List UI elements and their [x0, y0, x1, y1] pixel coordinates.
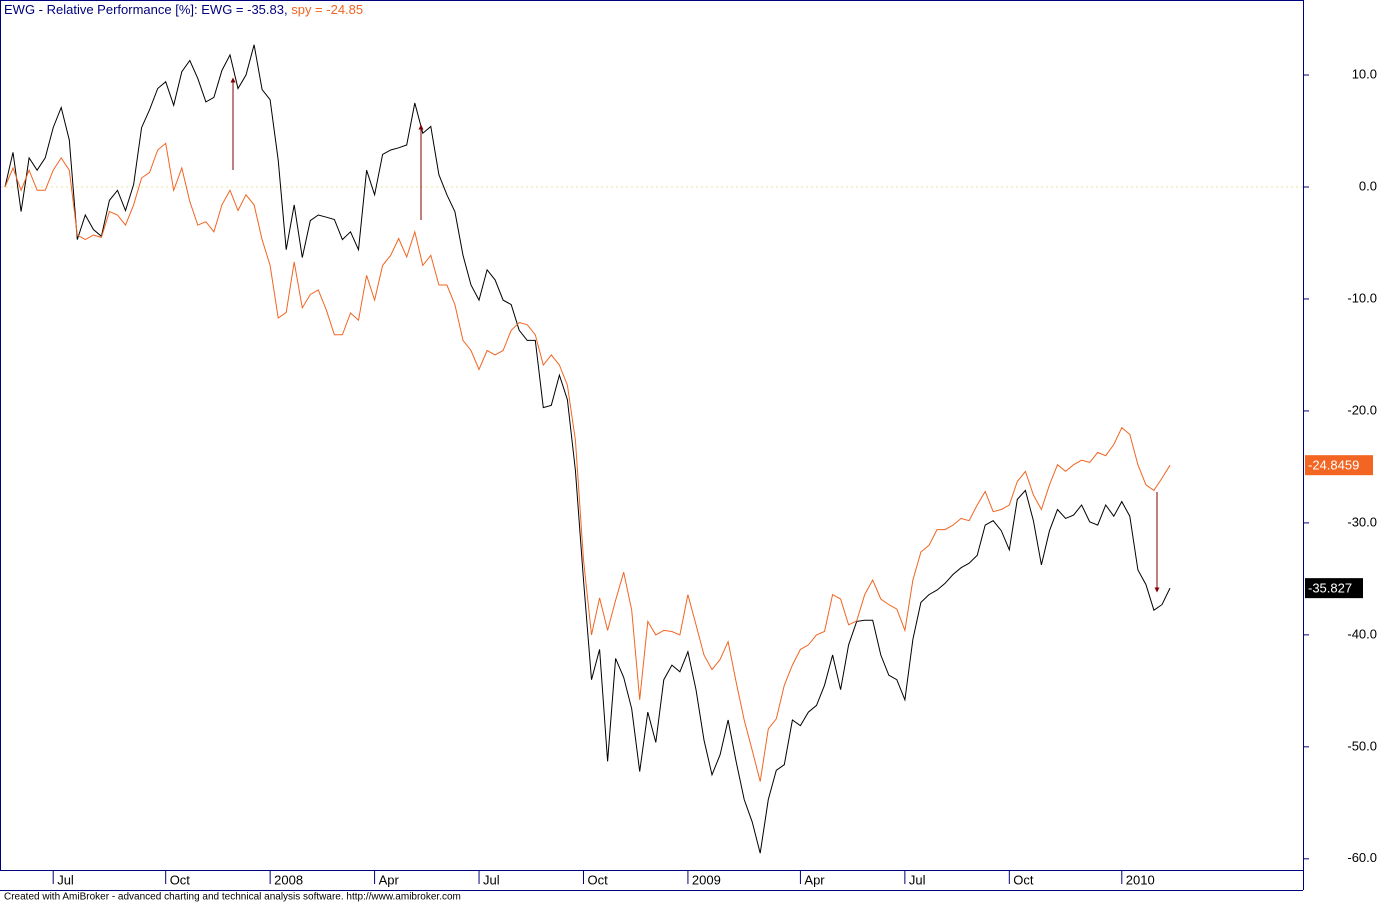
legend-entry: EWG = -35.83	[201, 2, 284, 17]
y-tick-label: -40.0	[1347, 626, 1377, 641]
series-line	[4, 142, 1171, 782]
x-tick-label: Apr	[379, 872, 400, 887]
y-tick-label: 10.0	[1352, 66, 1377, 81]
x-tick-label: 2009	[692, 872, 721, 887]
title-text: EWG - Relative Performance [%]:	[4, 2, 198, 17]
x-tick-label: Jul	[909, 872, 926, 887]
last-value-box	[1305, 578, 1363, 599]
x-tick-label: Oct	[1013, 872, 1034, 887]
last-value-box	[1305, 455, 1373, 476]
plot-frame	[0, 0, 1304, 871]
x-tick-label: Jul	[57, 872, 74, 887]
y-tick-label: -10.0	[1347, 290, 1377, 305]
y-tick-label: -20.0	[1347, 402, 1377, 417]
last-value-label: -35.827	[1308, 581, 1352, 596]
series-line	[4, 44, 1171, 854]
x-tick-label: Oct	[587, 872, 608, 887]
x-tick-label: Apr	[804, 872, 825, 887]
legend-entry: spy = -24.85	[291, 2, 363, 17]
y-tick-label: -30.0	[1347, 514, 1377, 529]
plot	[1, 44, 1303, 854]
chart-title: EWG - Relative Performance [%]: EWG = -3…	[4, 2, 363, 17]
y-tick-label: 0.0	[1359, 178, 1377, 193]
y-tick-label: -60.0	[1347, 850, 1377, 865]
x-tick-label: Oct	[170, 872, 191, 887]
x-tick-label: 2008	[274, 872, 303, 887]
footer: Created with AmiBroker - advanced charti…	[4, 892, 461, 903]
x-tick-label: 2010	[1126, 872, 1155, 887]
x-tick-label: Jul	[483, 872, 500, 887]
last-value-label: -24.8459	[1308, 458, 1359, 473]
y-tick-label: -50.0	[1347, 738, 1377, 753]
